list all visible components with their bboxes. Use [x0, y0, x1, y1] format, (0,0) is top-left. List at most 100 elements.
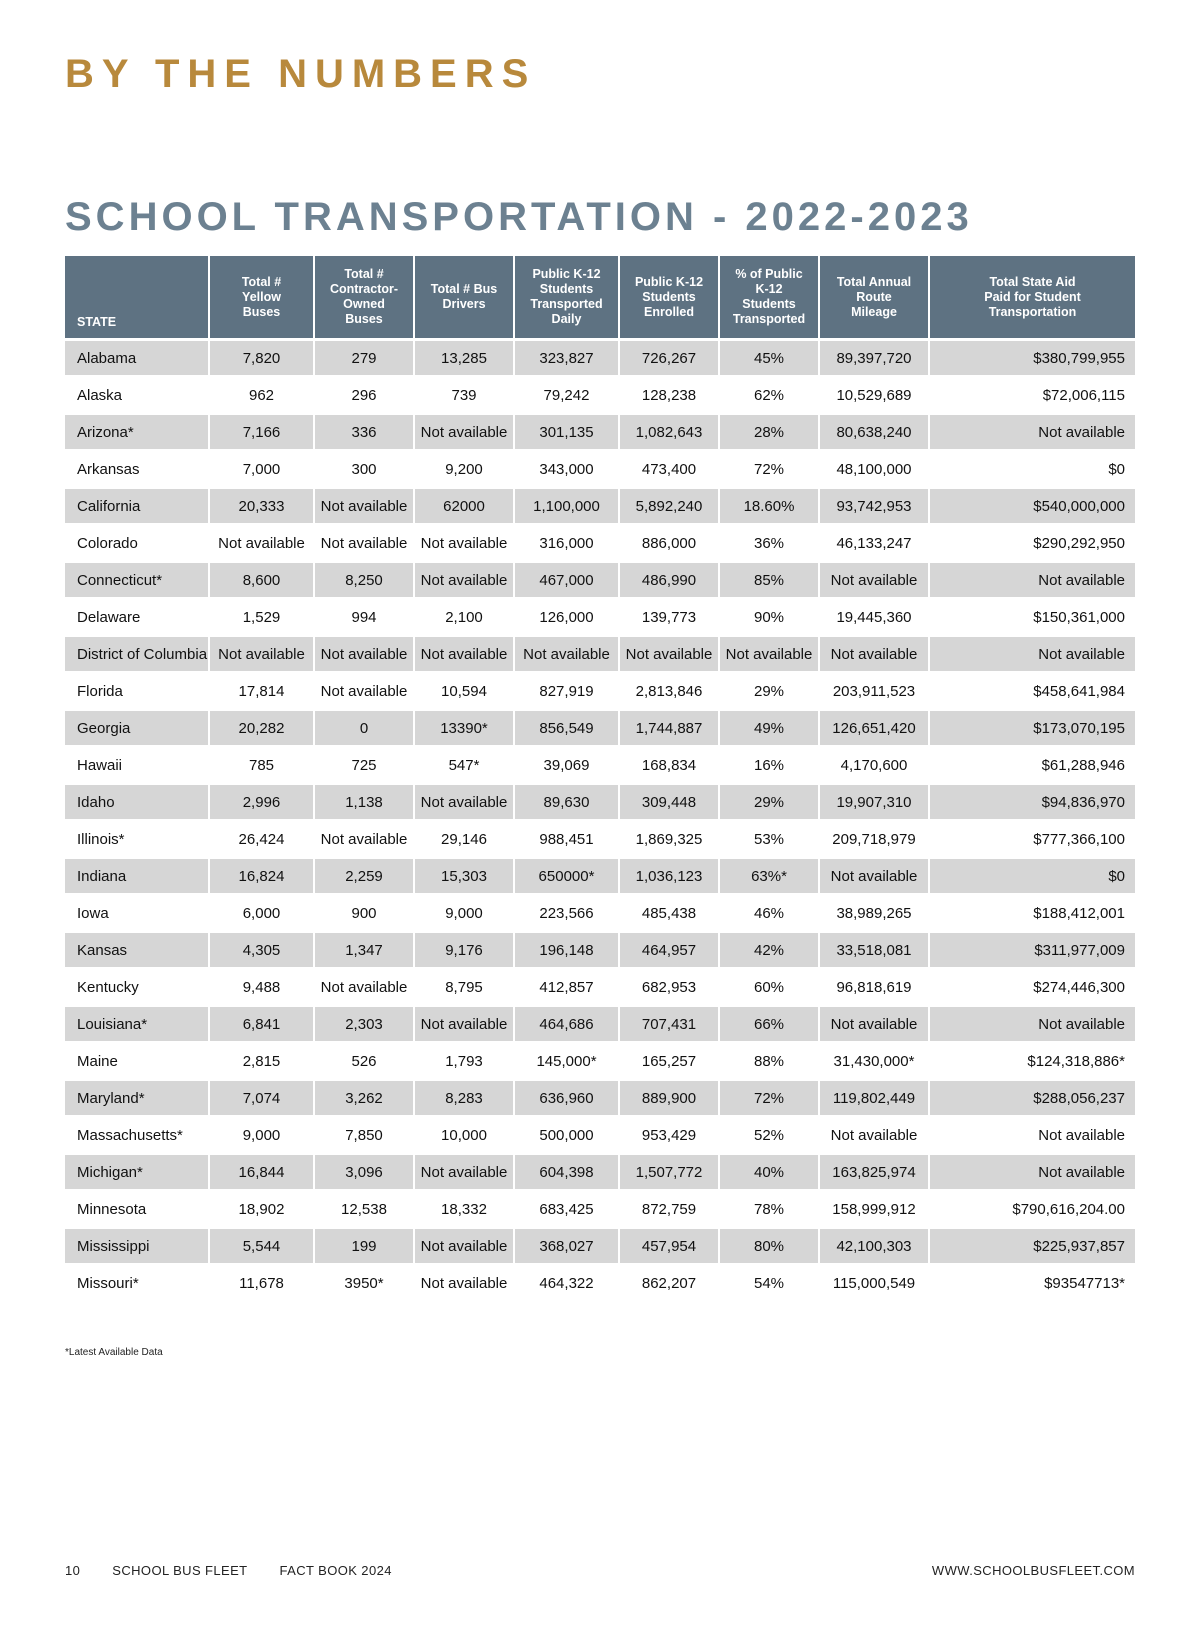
table-cell: 604,398	[515, 1155, 620, 1192]
table-row: Michigan* 16,844 3,096 Not available 604,398…	[65, 1155, 1135, 1192]
table-cell: Not available	[930, 1155, 1135, 1192]
state-name: Kentucky	[65, 970, 210, 1007]
table-header-row: STATE Total # Yellow Buses Total # Contrac…	[65, 256, 1135, 341]
table-cell: 785	[210, 748, 315, 785]
table-cell: 29,146	[415, 822, 515, 859]
table-cell: Not available	[415, 1229, 515, 1266]
table-row: Arkansas 7,000 300 9,200 343,000 473,400 72% 48…	[65, 452, 1135, 489]
column-header-total-state-aid: Total State Aid Paid for Student Transpo…	[930, 256, 1135, 341]
table-cell: 18,332	[415, 1192, 515, 1229]
table-cell: 526	[315, 1044, 415, 1081]
table-cell: 368,027	[515, 1229, 620, 1266]
table-row: District of Columbia Not available Not ava…	[65, 637, 1135, 674]
table-cell: 2,259	[315, 859, 415, 896]
table-cell: 485,438	[620, 896, 720, 933]
table-cell: $93547713*	[930, 1266, 1135, 1303]
table-cell: Not available	[620, 637, 720, 674]
table-cell: 872,759	[620, 1192, 720, 1229]
state-name: Alabama	[65, 341, 210, 378]
table-row: Maine 2,815 526 1,793 145,000* 165,257 88% 31,4…	[65, 1044, 1135, 1081]
table-cell: 203,911,523	[820, 674, 930, 711]
table-cell: Not available	[315, 637, 415, 674]
table-cell: 6,000	[210, 896, 315, 933]
table-cell: 343,000	[515, 452, 620, 489]
table-cell: 9,000	[210, 1118, 315, 1155]
table-cell: Not available	[930, 563, 1135, 600]
table-cell: Not available	[415, 1007, 515, 1044]
table-cell: 16,824	[210, 859, 315, 896]
table-cell: 2,996	[210, 785, 315, 822]
column-header-pct-public-k12-students-transported: % of Public K-12 Students Transported	[720, 256, 820, 341]
table-cell: 856,549	[515, 711, 620, 748]
table-row: Iowa 6,000 900 9,000 223,566 485,438 46% 38,989…	[65, 896, 1135, 933]
state-name: Michigan*	[65, 1155, 210, 1192]
table-cell: 9,176	[415, 933, 515, 970]
table-cell: $288,056,237	[930, 1081, 1135, 1118]
table-cell: Not available	[210, 637, 315, 674]
table-cell: Not available	[820, 1118, 930, 1155]
table-cell: Not available	[210, 526, 315, 563]
table-cell: 28%	[720, 415, 820, 452]
state-name: Delaware	[65, 600, 210, 637]
table-row: Arizona* 7,166 336 Not available 301,135 1,08…	[65, 415, 1135, 452]
table-cell: 301,135	[515, 415, 620, 452]
table-row: Kentucky 9,488 Not available 8,795 412,857 68…	[65, 970, 1135, 1007]
table-cell: 10,000	[415, 1118, 515, 1155]
table-row: Illinois* 26,424 Not available 29,146 988,45…	[65, 822, 1135, 859]
table-row: California 20,333 Not available 62000 1,100,…	[65, 489, 1135, 526]
table-row: Massachusetts* 9,000 7,850 10,000 500,000 953…	[65, 1118, 1135, 1155]
column-header-public-k12-students-transported-daily: Public K-12 Students Transported Daily	[515, 256, 620, 341]
table-cell: 115,000,549	[820, 1266, 930, 1303]
table-cell: 500,000	[515, 1118, 620, 1155]
table-cell: 636,960	[515, 1081, 620, 1118]
state-name: Maine	[65, 1044, 210, 1081]
table-row: Mississippi 5,544 199 Not available 368,027 4…	[65, 1229, 1135, 1266]
table-cell: 17,814	[210, 674, 315, 711]
table-cell: Not available	[315, 970, 415, 1007]
table-cell: 464,686	[515, 1007, 620, 1044]
page-title: BY THE NUMBERS	[65, 52, 537, 96]
table-cell: $380,799,955	[930, 341, 1135, 378]
table-cell: 457,954	[620, 1229, 720, 1266]
page-footer: 10 SCHOOL BUS FLEET FACT BOOK 2024 WWW.S…	[65, 1563, 1135, 1578]
table-cell: 682,953	[620, 970, 720, 1007]
table-cell: Not available	[315, 526, 415, 563]
table-cell: 683,425	[515, 1192, 620, 1229]
table-cell: 3,096	[315, 1155, 415, 1192]
table-row: Florida 17,814 Not available 10,594 827,919 2…	[65, 674, 1135, 711]
table-cell: 827,919	[515, 674, 620, 711]
table-cell: Not available	[415, 415, 515, 452]
table-cell: Not available	[415, 785, 515, 822]
table-cell: 7,850	[315, 1118, 415, 1155]
column-header-total-annual-route-mileage: Total Annual Route Mileage	[820, 256, 930, 341]
table-cell: $150,361,000	[930, 600, 1135, 637]
table-cell: 7,000	[210, 452, 315, 489]
table-cell: $540,000,000	[930, 489, 1135, 526]
publication-name: SCHOOL BUS FLEET	[112, 1563, 248, 1578]
table-cell: 8,283	[415, 1081, 515, 1118]
table-cell: 323,827	[515, 341, 620, 378]
edition-name: FACT BOOK 2024	[279, 1563, 392, 1578]
table-cell: 336	[315, 415, 415, 452]
table-cell: 726,267	[620, 341, 720, 378]
table-cell: 1,869,325	[620, 822, 720, 859]
table-cell: Not available	[415, 526, 515, 563]
table-cell: 89,397,720	[820, 341, 930, 378]
state-name: California	[65, 489, 210, 526]
table-cell: 145,000*	[515, 1044, 620, 1081]
column-header-total-contractor-owned-buses: Total # Contractor- Owned Buses	[315, 256, 415, 341]
table-cell: 650000*	[515, 859, 620, 896]
table-cell: 223,566	[515, 896, 620, 933]
school-transportation-table: STATE Total # Yellow Buses Total # Contrac…	[65, 256, 1135, 1303]
table-cell: 49%	[720, 711, 820, 748]
table-row: Maryland* 7,074 3,262 8,283 636,960 889,900 72…	[65, 1081, 1135, 1118]
column-header-public-k12-students-enrolled: Public K-12 Students Enrolled	[620, 256, 720, 341]
table-cell: $188,412,001	[930, 896, 1135, 933]
table-cell: 209,718,979	[820, 822, 930, 859]
table-cell: 889,900	[620, 1081, 720, 1118]
table-cell: 15,303	[415, 859, 515, 896]
state-name: Hawaii	[65, 748, 210, 785]
table-cell: 1,138	[315, 785, 415, 822]
table-cell: 962	[210, 378, 315, 415]
